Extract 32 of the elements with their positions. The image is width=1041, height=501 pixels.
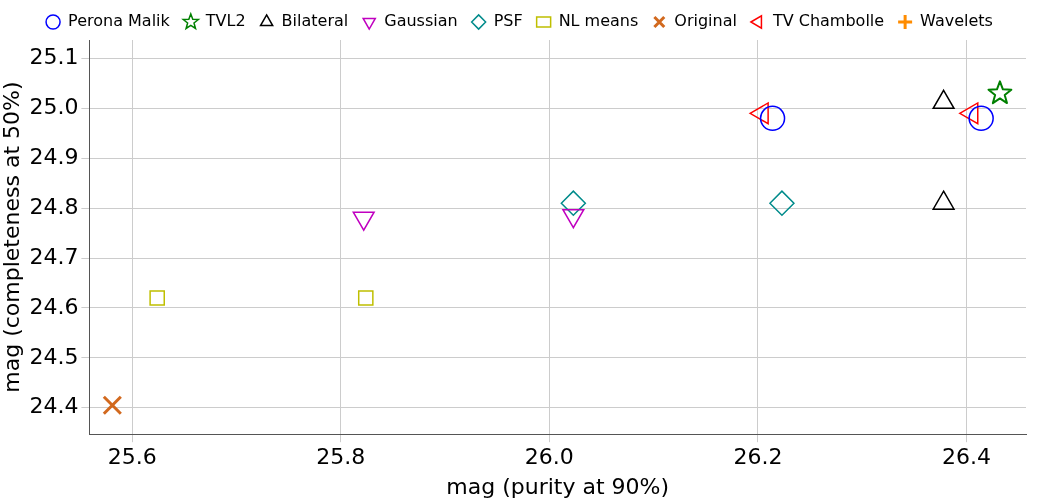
y-tick-label: 24.8 [29,193,79,219]
x-tick-label: 25.8 [316,444,366,470]
point [149,290,165,306]
legend-label: NL means [558,11,639,31]
legend-label: Wavelets [920,11,993,31]
y-axis-title: mag (completeness at 50%) [0,81,24,393]
legend-label: TVL2 [204,11,246,31]
x-tick-label: 26.4 [942,444,992,470]
x-tick-label: 26.0 [524,444,574,470]
y-tick-label: 25.1 [29,44,79,70]
legend-label: Original [674,11,737,31]
legend-label: Gaussian [384,11,458,31]
point [102,395,123,416]
x-axis-title: mag (purity at 90%) [446,473,670,499]
point [769,190,795,216]
y-tick-label: 25.0 [29,94,79,120]
legend-label: TV Chambolle [771,11,885,31]
y-tick-label: 24.7 [29,243,79,269]
y-tick-label: 24.9 [29,143,79,169]
legend-label: Perona Malik [68,11,171,31]
x-tick-label: 25.6 [107,444,157,470]
point [560,190,587,216]
x-tick-label: 26.2 [733,444,783,470]
point [759,105,786,132]
y-tick-label: 24.6 [29,293,79,319]
legend-label: PSF [493,11,523,31]
y-tick-label: 24.5 [29,343,79,369]
point [357,290,374,306]
point [987,80,1013,105]
legend-label: Bilateral [281,11,349,31]
y-tick-label: 24.4 [29,393,79,419]
point [968,105,994,132]
